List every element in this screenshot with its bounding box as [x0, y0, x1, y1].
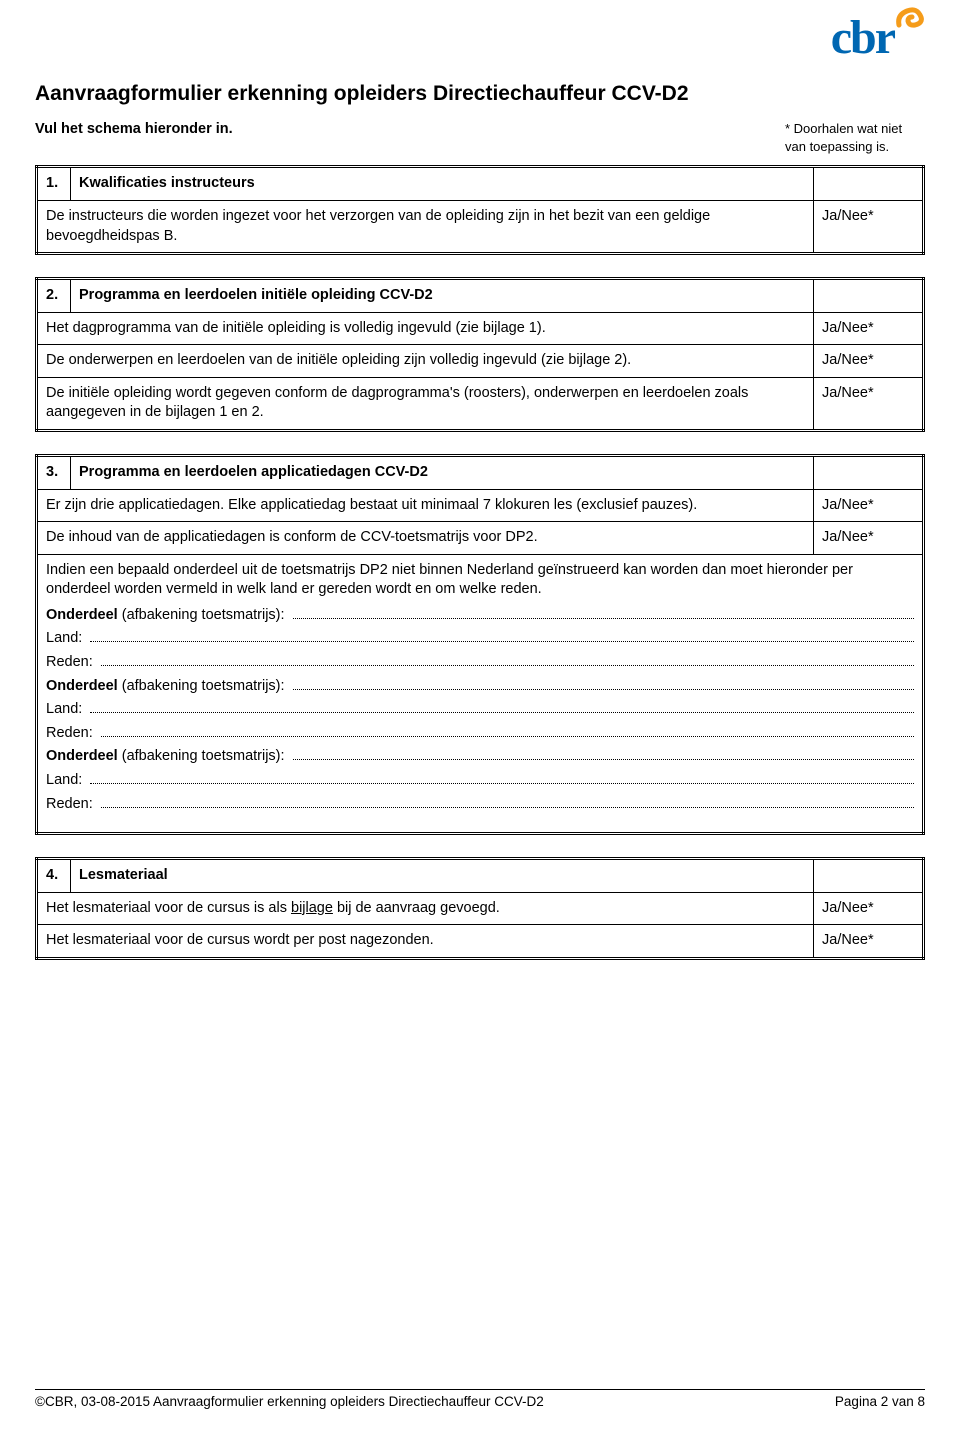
label-bold: Onderdeel: [46, 607, 118, 623]
note-text: Indien een bepaald onderdeel uit de toet…: [46, 561, 914, 600]
section-number: 1.: [37, 167, 71, 201]
question-text: De instructeurs die worden ingezet voor …: [37, 201, 814, 254]
text-part: bij de aanvraag gevoegd.: [333, 900, 500, 916]
answer-cell: Ja/Nee*: [814, 312, 924, 345]
table-row: 2. Programma en leerdoelen initiële ople…: [37, 279, 924, 313]
fill-row-land: Land:: [46, 700, 914, 720]
fill-row-land: Land:: [46, 771, 914, 791]
question-text: De onderwerpen en leerdoelen van de init…: [37, 345, 814, 378]
label-suffix: (afbakening toetsmatrijs):: [118, 748, 285, 764]
page-footer: ©CBR, 03-08-2015 Aanvraagformulier erken…: [35, 1389, 925, 1411]
answer-cell-empty: [814, 859, 924, 893]
section-4-table: 4. Lesmateriaal Het lesmateriaal voor de…: [35, 857, 925, 960]
dotted-line: [101, 795, 914, 808]
question-text: Het dagprogramma van de initiële opleidi…: [37, 312, 814, 345]
answer-cell: Ja/Nee*: [814, 345, 924, 378]
answer-cell: Ja/Nee*: [814, 489, 924, 522]
table-row: Het dagprogramma van de initiële opleidi…: [37, 312, 924, 345]
dotted-line: [101, 724, 914, 737]
label-bold: Onderdeel: [46, 678, 118, 694]
footnote-line2: van toepassing is.: [785, 139, 889, 154]
answer-cell-empty: [814, 455, 924, 489]
table-row: De inhoud van de applicatiedagen is conf…: [37, 522, 924, 555]
answer-cell: Ja/Nee*: [814, 925, 924, 959]
fill-row-reden: Reden:: [46, 795, 914, 815]
table-row: Het lesmateriaal voor de cursus is als b…: [37, 892, 924, 925]
table-row: 3. Programma en leerdoelen applicatiedag…: [37, 455, 924, 489]
label-suffix: (afbakening toetsmatrijs):: [118, 607, 285, 623]
table-row: 4. Lesmateriaal: [37, 859, 924, 893]
answer-cell: Ja/Nee*: [814, 201, 924, 254]
question-text: Het lesmateriaal voor de cursus is als b…: [37, 892, 814, 925]
dotted-line: [293, 747, 914, 760]
section-2-table: 2. Programma en leerdoelen initiële ople…: [35, 277, 925, 432]
table-row: De onderwerpen en leerdoelen van de init…: [37, 345, 924, 378]
dotted-line: [90, 629, 914, 642]
dotted-line: [293, 677, 914, 690]
dotted-line: [90, 771, 914, 784]
instruction-text: Vul het schema hieronder in.: [35, 120, 233, 140]
cbr-logo: cbr: [831, 5, 925, 62]
answer-cell-empty: [814, 167, 924, 201]
fill-label: Reden:: [46, 724, 101, 744]
fill-row-onderdeel: Onderdeel (afbakening toetsmatrijs):: [46, 606, 914, 626]
section-heading: Lesmateriaal: [71, 859, 814, 893]
dotted-line: [293, 606, 914, 619]
page: cbr Aanvraagformulier erkenning opleider…: [0, 0, 960, 1431]
text-underlined: bijlage: [291, 900, 333, 916]
fill-label: Onderdeel (afbakening toetsmatrijs):: [46, 677, 293, 697]
answer-cell: Ja/Nee*: [814, 522, 924, 555]
fill-label: Reden:: [46, 795, 101, 815]
fill-label: Land:: [46, 629, 90, 649]
logo-text: cbr: [831, 14, 894, 62]
fill-row-onderdeel: Onderdeel (afbakening toetsmatrijs):: [46, 677, 914, 697]
fill-label: Onderdeel (afbakening toetsmatrijs):: [46, 606, 293, 626]
section-number: 4.: [37, 859, 71, 893]
table-row: Indien een bepaald onderdeel uit de toet…: [37, 554, 924, 834]
text-part: Het lesmateriaal voor de cursus is als: [46, 900, 291, 916]
section-3-table: 3. Programma en leerdoelen applicatiedag…: [35, 454, 925, 835]
subheader-row: Vul het schema hieronder in. * Doorhalen…: [35, 120, 925, 155]
table-row: De instructeurs die worden ingezet voor …: [37, 201, 924, 254]
answer-cell-empty: [814, 279, 924, 313]
answer-cell: Ja/Nee*: [814, 892, 924, 925]
section-number: 3.: [37, 455, 71, 489]
table-row: 1. Kwalificaties instructeurs: [37, 167, 924, 201]
fill-row-onderdeel: Onderdeel (afbakening toetsmatrijs):: [46, 747, 914, 767]
fill-row-reden: Reden:: [46, 724, 914, 744]
page-title: Aanvraagformulier erkenning opleiders Di…: [35, 80, 925, 108]
logo-swirl-icon: [895, 5, 925, 38]
footnote-line1: * Doorhalen wat niet: [785, 121, 902, 136]
footnote-text: * Doorhalen wat niet van toepassing is.: [785, 120, 925, 155]
table-row: Het lesmateriaal voor de cursus wordt pe…: [37, 925, 924, 959]
section-heading: Programma en leerdoelen applicatiedagen …: [71, 455, 814, 489]
question-text: De inhoud van de applicatiedagen is conf…: [37, 522, 814, 555]
question-text: De initiële opleiding wordt gegeven conf…: [37, 377, 814, 430]
dotted-line: [101, 653, 914, 666]
label-suffix: (afbakening toetsmatrijs):: [118, 678, 285, 694]
fill-row-land: Land:: [46, 629, 914, 649]
section-number: 2.: [37, 279, 71, 313]
fill-label: Onderdeel (afbakening toetsmatrijs):: [46, 747, 293, 767]
table-row: De initiële opleiding wordt gegeven conf…: [37, 377, 924, 430]
table-row: Er zijn drie applicatiedagen. Elke appli…: [37, 489, 924, 522]
dotted-line: [90, 700, 914, 713]
section-1-table: 1. Kwalificaties instructeurs De instruc…: [35, 165, 925, 255]
footer-left: ©CBR, 03-08-2015 Aanvraagformulier erken…: [35, 1393, 544, 1411]
question-text: Het lesmateriaal voor de cursus wordt pe…: [37, 925, 814, 959]
section-3-fill-area: Indien een bepaald onderdeel uit de toet…: [37, 554, 924, 834]
answer-cell: Ja/Nee*: [814, 377, 924, 430]
footer-right: Pagina 2 van 8: [835, 1393, 925, 1411]
fill-label: Land:: [46, 771, 90, 791]
fill-row-reden: Reden:: [46, 653, 914, 673]
section-heading: Programma en leerdoelen initiële opleidi…: [71, 279, 814, 313]
fill-label: Land:: [46, 700, 90, 720]
fill-label: Reden:: [46, 653, 101, 673]
section-heading: Kwalificaties instructeurs: [71, 167, 814, 201]
label-bold: Onderdeel: [46, 748, 118, 764]
question-text: Er zijn drie applicatiedagen. Elke appli…: [37, 489, 814, 522]
